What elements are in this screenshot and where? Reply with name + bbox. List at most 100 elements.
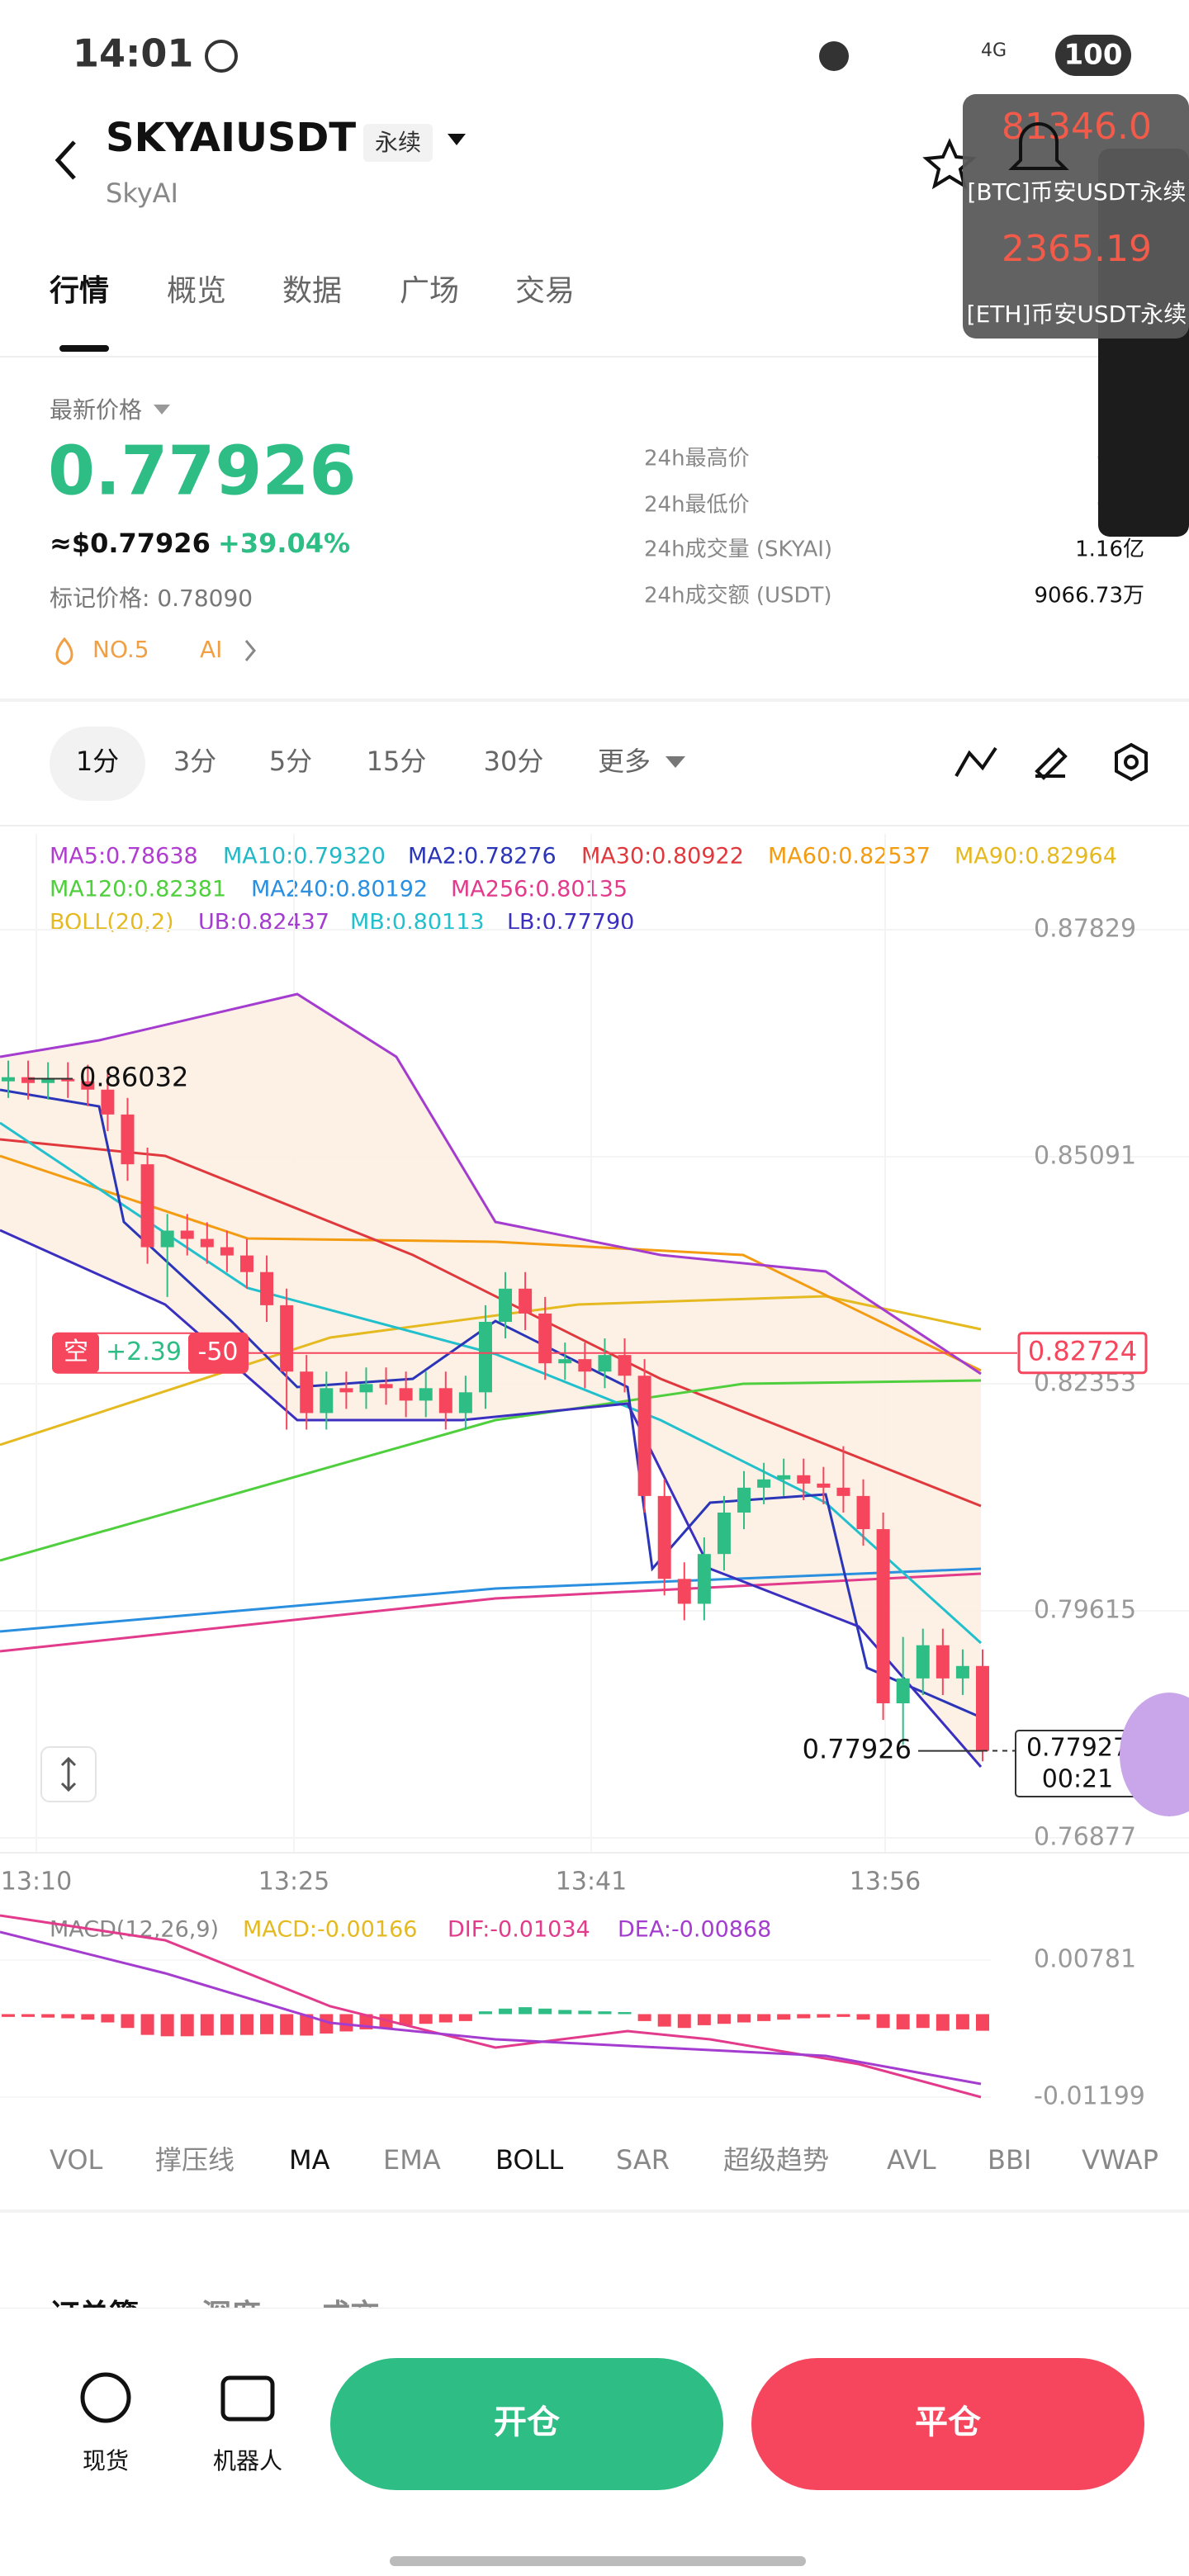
interval[interactable]: 1分 xyxy=(76,746,119,777)
dropdown[interactable] xyxy=(666,756,685,768)
candle-body xyxy=(976,1665,989,1751)
candle-body xyxy=(280,1305,294,1372)
candle-body xyxy=(101,1089,115,1115)
settings-icon xyxy=(1124,755,1139,769)
x-tick-label: 13:10 xyxy=(1,1868,72,1896)
x-tick-label: 13:56 xyxy=(850,1868,921,1896)
indicator-tab[interactable]: MA xyxy=(289,2144,330,2176)
candle-body xyxy=(239,1255,253,1272)
tab[interactable]: 数据 xyxy=(282,274,342,308)
candle-body xyxy=(598,1355,612,1372)
indicator-icon[interactable] xyxy=(955,746,997,777)
candle-body xyxy=(797,1475,811,1484)
candle-body xyxy=(220,1247,234,1256)
alert-bell[interactable] xyxy=(1008,122,1069,170)
position-qty: -50 xyxy=(198,1338,239,1366)
indicator-tab[interactable]: 超级趋势 xyxy=(723,2144,829,2176)
spot-icon[interactable] xyxy=(80,2372,131,2423)
tab[interactable]: 行情 xyxy=(50,274,109,308)
btc-price: 81346.0 xyxy=(1002,106,1152,148)
chevron xyxy=(244,640,256,661)
macd-bar xyxy=(140,2014,154,2035)
open-label[interactable]: 开仓 xyxy=(494,2403,561,2441)
candle-body xyxy=(399,1388,413,1401)
indicator-legend: MA90:0.82964 xyxy=(955,844,1117,869)
candle-body xyxy=(320,1388,334,1413)
macd-bar xyxy=(836,2014,850,2017)
macd-bar xyxy=(538,2008,552,2015)
candle-body xyxy=(558,1359,572,1364)
candle-body xyxy=(618,1355,632,1376)
y-tick-label: 0.87829 xyxy=(1034,915,1136,944)
robot-label[interactable]: 机器人 xyxy=(213,2447,282,2474)
interval[interactable]: 30分 xyxy=(484,746,544,777)
dif-line xyxy=(0,1914,982,2099)
macd-bar xyxy=(618,2011,632,2015)
indicator-tab[interactable]: BOLL xyxy=(495,2144,563,2176)
robot-icon[interactable] xyxy=(220,2375,275,2422)
candle-body xyxy=(955,1665,969,1679)
symbol: SKYAIUSDT xyxy=(106,115,356,161)
side-bubble[interactable] xyxy=(1120,1693,1189,1816)
x-tick-label: 13:41 xyxy=(556,1868,627,1896)
candle-body xyxy=(876,1529,890,1703)
indicator-legend: MA10:0.79320 xyxy=(223,844,386,869)
x-tick-label: 13:25 xyxy=(258,1868,329,1896)
indicator-legend: MA120:0.82381 xyxy=(50,877,226,902)
indicator-tab[interactable]: BBI xyxy=(988,2144,1031,2176)
indicator-tab[interactable]: 撑压线 xyxy=(155,2144,234,2176)
interval[interactable]: 更多 xyxy=(598,746,651,777)
tab[interactable]: 广场 xyxy=(400,274,459,308)
candle-body xyxy=(777,1475,791,1480)
indicator-legend: MA256:0.80135 xyxy=(451,877,628,902)
home-indicator xyxy=(390,2556,806,2566)
tab[interactable]: 概览 xyxy=(167,274,226,308)
close-button[interactable] xyxy=(751,2358,1144,2490)
close-label[interactable]: 平仓 xyxy=(915,2403,982,2441)
macd-bar xyxy=(160,2014,174,2037)
macd-bar xyxy=(976,2014,989,2031)
usd-price: ≈$0.77926 xyxy=(50,528,211,559)
change: +39.04% xyxy=(218,528,350,559)
dea-line xyxy=(0,1930,982,2086)
interval[interactable]: 5分 xyxy=(269,746,312,777)
indicator-tab[interactable]: SAR xyxy=(616,2144,670,2176)
settings-icon[interactable] xyxy=(1115,742,1148,782)
ai-tag[interactable]: AI xyxy=(200,636,222,663)
macd-legend: MACD(12,26,9) xyxy=(50,1917,219,1943)
stat-value: 9066.73万 xyxy=(1034,584,1144,608)
tab[interactable]: 交易 xyxy=(515,274,575,308)
candle-body xyxy=(836,1487,850,1496)
rank[interactable]: NO.5 xyxy=(92,636,149,663)
divider xyxy=(0,2209,1189,2213)
indicator-tab[interactable]: AVL xyxy=(887,2144,936,2176)
candle-body xyxy=(21,1077,36,1083)
spot-label[interactable]: 现货 xyxy=(83,2447,129,2474)
macd-bar xyxy=(677,2014,691,2029)
macd-bar xyxy=(121,2014,135,2029)
interval-active-bg xyxy=(50,727,145,801)
draw-icon[interactable] xyxy=(1035,747,1068,780)
candle-body xyxy=(2,1077,15,1082)
indicator-line xyxy=(0,1229,983,1768)
macd-bar xyxy=(41,2014,55,2018)
dropdown[interactable] xyxy=(448,134,466,145)
macd-bar xyxy=(777,2014,791,2020)
indicator-legend: MA2:0.78276 xyxy=(408,844,557,869)
macd-bar xyxy=(797,2014,811,2019)
indicator-tab[interactable]: VOL xyxy=(50,2144,103,2176)
indicator-tab[interactable]: EMA xyxy=(383,2144,441,2176)
dropdown[interactable] xyxy=(154,405,170,414)
interval[interactable]: 3分 xyxy=(173,746,216,777)
interval[interactable]: 15分 xyxy=(367,746,427,777)
macd-bar xyxy=(499,2008,513,2015)
candle-body xyxy=(856,1495,870,1530)
macd-bar xyxy=(717,2014,731,2024)
indicator-tab[interactable]: VWAP xyxy=(1082,2144,1158,2176)
back-button[interactable] xyxy=(54,140,76,180)
open-button[interactable] xyxy=(330,2358,723,2490)
candle-body xyxy=(936,1645,950,1679)
macd-bar xyxy=(399,2014,413,2025)
